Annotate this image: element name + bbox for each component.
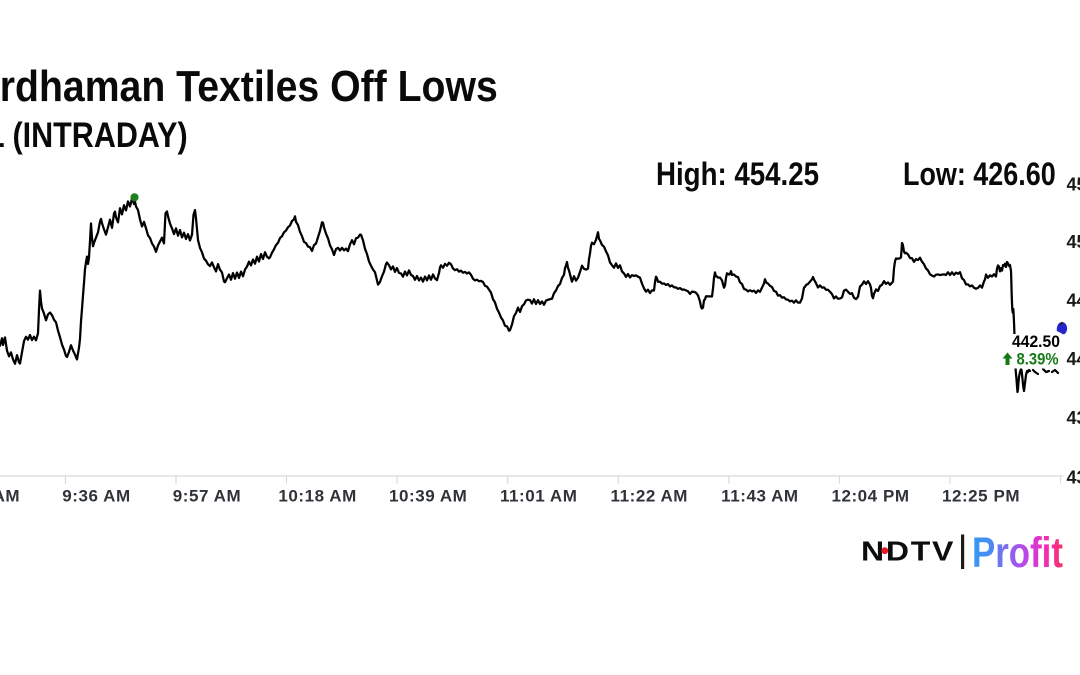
svg-text:10:39 AM: 10:39 AM	[389, 487, 467, 506]
svg-text:8.39%: 8.39%	[1017, 350, 1059, 369]
svg-text:12:25 PM: 12:25 PM	[942, 487, 1020, 506]
svg-text:Profit: Profit	[972, 530, 1063, 577]
svg-text:12:04 PM: 12:04 PM	[831, 487, 909, 506]
svg-text:9:36 AM: 9:36 AM	[62, 487, 130, 506]
svg-text:430: 430	[1067, 468, 1080, 488]
svg-text:9:15 AM: 9:15 AM	[0, 487, 20, 506]
svg-text:10:18 AM: 10:18 AM	[278, 487, 356, 506]
svg-text:9:57 AM: 9:57 AM	[173, 487, 241, 506]
svg-text:440: 440	[1067, 349, 1080, 369]
svg-text:445: 445	[1067, 291, 1080, 311]
svg-text:NDTV: NDTV	[861, 536, 955, 567]
svg-text:442.50: 442.50	[1012, 332, 1060, 351]
svg-text:11:43 AM: 11:43 AM	[721, 487, 798, 506]
svg-text:455: 455	[1067, 175, 1080, 195]
svg-text:435: 435	[1067, 408, 1080, 428]
svg-text:11:22 AM: 11:22 AM	[611, 487, 688, 506]
svg-text:11:01 AM: 11:01 AM	[500, 487, 577, 506]
svg-text:450: 450	[1067, 232, 1080, 252]
